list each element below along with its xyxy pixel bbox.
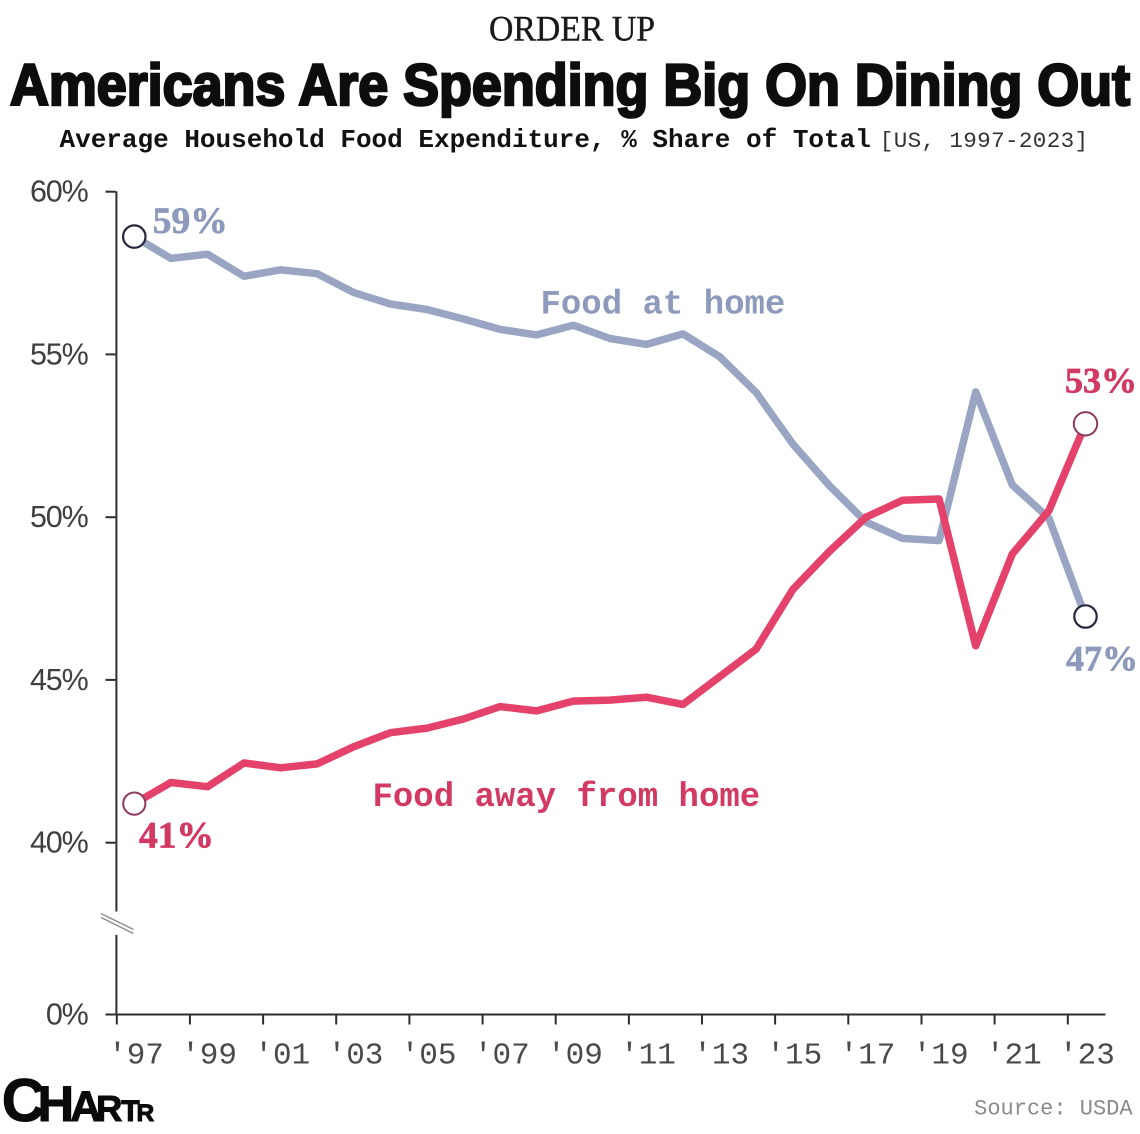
svg-text:60%: 60% bbox=[30, 175, 89, 209]
svg-text:ORDER UP: ORDER UP bbox=[489, 9, 655, 49]
svg-text:A: A bbox=[70, 1083, 101, 1129]
svg-text:0%: 0% bbox=[46, 997, 89, 1031]
svg-text:'99: '99 bbox=[181, 1039, 237, 1074]
svg-text:45%: 45% bbox=[30, 663, 89, 697]
svg-text:'97: '97 bbox=[108, 1039, 164, 1074]
svg-text:'11: '11 bbox=[620, 1039, 676, 1074]
svg-text:'09: '09 bbox=[547, 1039, 603, 1074]
svg-text:'03: '03 bbox=[328, 1039, 384, 1074]
svg-text:Americans Are Spending Big On: Americans Are Spending Big On Dining Out bbox=[10, 53, 1130, 118]
svg-text:T: T bbox=[121, 1095, 139, 1128]
svg-text:H: H bbox=[38, 1075, 74, 1129]
svg-text:'15: '15 bbox=[766, 1039, 822, 1074]
svg-text:'01: '01 bbox=[254, 1039, 310, 1074]
svg-text:C: C bbox=[2, 1067, 45, 1129]
svg-text:[US, 1997-2023]: [US, 1997-2023] bbox=[880, 128, 1089, 154]
svg-text:'21: '21 bbox=[986, 1039, 1042, 1074]
svg-text:'05: '05 bbox=[401, 1039, 457, 1074]
svg-text:'07: '07 bbox=[474, 1039, 530, 1074]
svg-text:'13: '13 bbox=[693, 1039, 749, 1074]
svg-text:55%: 55% bbox=[30, 337, 89, 371]
svg-text:Average Household Food Expendi: Average Household Food Expenditure, % Sh… bbox=[60, 125, 871, 155]
svg-text:41%: 41% bbox=[139, 816, 214, 857]
svg-text:Food away from home: Food away from home bbox=[373, 779, 761, 817]
svg-text:Food at home: Food at home bbox=[541, 286, 786, 324]
svg-text:59%: 59% bbox=[153, 201, 228, 242]
svg-text:53%: 53% bbox=[1065, 361, 1137, 401]
svg-text:'17: '17 bbox=[840, 1039, 896, 1074]
svg-text:'23: '23 bbox=[1059, 1039, 1115, 1074]
svg-text:47%: 47% bbox=[1066, 639, 1138, 679]
svg-text:Source: USDA: Source: USDA bbox=[974, 1097, 1133, 1122]
svg-text:R: R bbox=[137, 1100, 155, 1127]
svg-text:R: R bbox=[96, 1088, 122, 1129]
svg-text:50%: 50% bbox=[30, 500, 89, 534]
svg-text:'19: '19 bbox=[913, 1039, 969, 1074]
svg-text:40%: 40% bbox=[30, 826, 89, 860]
